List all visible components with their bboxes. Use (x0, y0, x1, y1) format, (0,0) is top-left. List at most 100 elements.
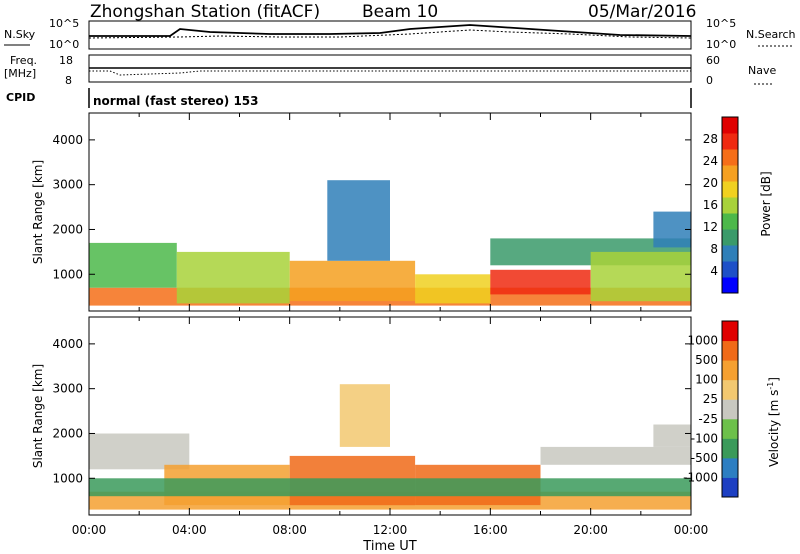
nave-tick-low: 0 (706, 74, 713, 87)
nsearch-label: N.Search (746, 28, 796, 41)
velocity-ytick-label-3: 1000 (52, 471, 83, 485)
power-region-2 (176, 251, 290, 304)
power-colorbar-tick-2: 20 (703, 176, 718, 190)
velocity-colorbar-frame (721, 320, 739, 498)
power-colorbar-tick-4: 12 (703, 220, 718, 234)
power-ytick-label-1: 3000 (52, 178, 83, 192)
power-ylabel: Slant Range [km] (31, 160, 45, 264)
power-region-8 (590, 251, 691, 302)
power-colorbar-swatch-6 (722, 181, 738, 198)
freq-panel: Freq. [MHz] 18 8 60 0 Nave (4, 54, 776, 87)
nave-tick-high: 60 (706, 54, 720, 67)
time-axis-title: Time UT (362, 539, 416, 554)
time-axis-labels: 00:00 04:00 08:00 12:00 16:00 20:00 00:00 (72, 523, 709, 537)
power-y-axis: 4000 3000 2000 1000 (52, 133, 691, 281)
power-colorbar-swatch-4 (722, 213, 738, 230)
power-x-ticks (88, 113, 692, 311)
velocity-region-8 (89, 478, 691, 497)
power-colorbar-swatch-10 (722, 117, 738, 134)
velocity-colorbar-swatch-4 (722, 399, 738, 420)
velocity-ytick-label-1: 3000 (52, 382, 83, 396)
cpid-label: CPID (6, 91, 35, 104)
velocity-ylabel: Slant Range [km] (31, 364, 45, 468)
velocity-ytick-label-2: 2000 (52, 426, 83, 440)
beam-label: Beam 10 (362, 2, 438, 22)
power-region-6 (490, 269, 591, 295)
velocity-ytick-label-0: 4000 (52, 337, 83, 351)
freq-label-1: Freq. (10, 54, 37, 67)
time-tick-label-1: 04:00 (172, 523, 207, 537)
nsky-tick-low: 10^0 (49, 38, 79, 51)
velocity-colorbar-swatch-7 (722, 340, 738, 361)
velocity-region-4 (339, 384, 390, 447)
power-colorbar-swatch-0 (722, 277, 738, 294)
nsearch-tick-low: 10^0 (706, 38, 736, 51)
velocity-colorbar-swatch-3 (722, 418, 738, 439)
power-panel: 4000 3000 2000 1000 Slant Range [km] 28 24 20… (31, 112, 773, 312)
velocity-colorbar-tick-0: 1000 (687, 334, 718, 348)
power-region-4 (327, 180, 390, 261)
power-colorbar-tick-0: 28 (703, 132, 718, 146)
power-colorbar-tick-5: 8 (710, 242, 718, 256)
time-tick-label-6: 00:00 (674, 523, 709, 537)
power-colorbar-swatch-8 (722, 149, 738, 166)
power-colorbar-label: Power [dB] (759, 171, 773, 236)
velocity-colorbar-swatch-8 (722, 321, 738, 342)
power-colorbar-frame (721, 116, 739, 294)
power-ytick-label-0: 4000 (52, 133, 83, 147)
power-heatmap (89, 180, 691, 306)
velocity-colorbar: 1000 500 100 25 -25 -100 -500 -1000 (683, 320, 739, 498)
date-label: 05/Mar/2016 (588, 2, 696, 22)
cpid-text: normal (fast stereo) 153 (93, 94, 259, 108)
velocity-colorbar-tick-7: -1000 (683, 470, 718, 484)
time-tick-label-2: 08:00 (272, 523, 307, 537)
velocity-colorbar-swatch-5 (722, 379, 738, 400)
power-colorbar-swatch-9 (722, 133, 738, 150)
velocity-x-ticks (88, 317, 692, 515)
power-colorbar-tick-3: 16 (703, 198, 718, 212)
time-tick-label-3: 12:00 (373, 523, 408, 537)
power-colorbar-tick-6: 4 (710, 264, 718, 278)
nave-trace (89, 70, 691, 76)
power-region-1 (89, 242, 177, 288)
nsearch-tick-high: 10^5 (706, 17, 736, 30)
velocity-region-6 (540, 446, 691, 465)
power-colorbar-swatch-1 (722, 261, 738, 278)
velocity-colorbar-swatch-2 (722, 438, 738, 459)
power-region-9 (653, 211, 691, 248)
power-ytick-label-3: 1000 (52, 267, 83, 281)
power-colorbar-swatch-5 (722, 197, 738, 214)
velocity-colorbar-tick-2: 100 (695, 373, 718, 387)
power-colorbar-swatch-3 (722, 229, 738, 246)
nsky-label: N.Sky (4, 28, 36, 41)
power-region-3 (289, 260, 416, 302)
velocity-colorbar-swatch-0 (722, 477, 738, 498)
velocity-y-axis: 4000 3000 2000 1000 (52, 337, 691, 485)
velocity-colorbar-tick-3: 25 (703, 392, 718, 406)
freq-tick-low: 8 (65, 74, 72, 87)
velocity-colorbar-label: Velocity [m s-1] (766, 377, 781, 467)
time-tick-label-0: 00:00 (72, 523, 107, 537)
station-title: Zhongshan Station (fitACF) (90, 2, 320, 22)
velocity-heatmap (89, 384, 691, 510)
power-colorbar: 28 24 20 16 12 8 4 (703, 116, 739, 294)
freq-tick-high: 18 (59, 54, 73, 67)
velocity-colorbar-swatch-1 (722, 457, 738, 478)
velocity-colorbar-tick-1: 500 (695, 353, 718, 367)
velocity-panel: 4000 3000 2000 1000 Slant Range [km] 1000 50… (31, 316, 781, 554)
nave-label: Nave (748, 64, 776, 77)
noise-panel: N.Sky 10^5 10^0 10^5 10^0 N.Search (4, 17, 796, 51)
velocity-colorbar-tick-4: -25 (698, 412, 718, 426)
nsearch-trace (88, 29, 692, 39)
time-tick-label-4: 16:00 (473, 523, 508, 537)
velocity-colorbar-tick-5: -100 (691, 431, 718, 445)
power-ytick-label-2: 2000 (52, 222, 83, 236)
time-tick-label-5: 20:00 (573, 523, 608, 537)
nsky-trace (89, 24, 692, 37)
power-colorbar-swatch-7 (722, 165, 738, 182)
cpid-row: CPID normal (fast stereo) 153 (6, 88, 692, 108)
nsky-tick-high: 10^5 (49, 17, 79, 30)
velocity-region-1 (89, 433, 190, 470)
freq-label-2: [MHz] (4, 67, 36, 80)
